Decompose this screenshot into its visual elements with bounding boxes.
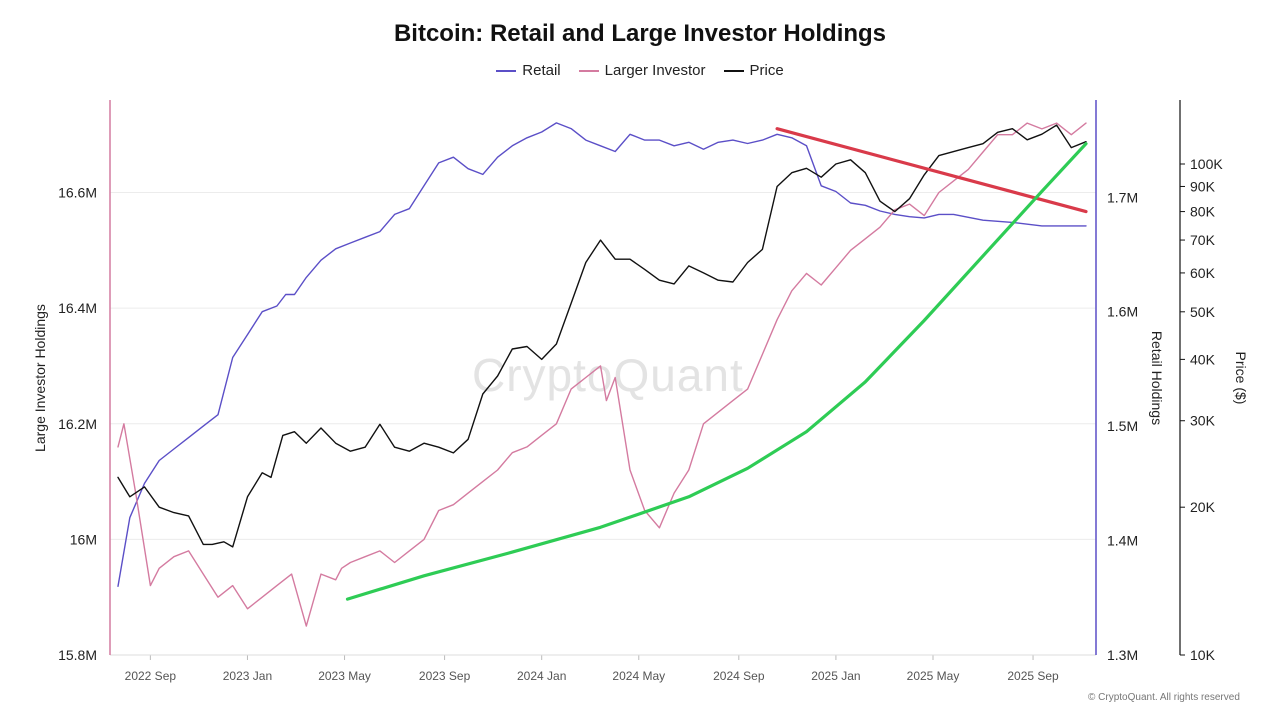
- y-right2-tick-label: 20K: [1190, 499, 1216, 515]
- y-right2-tick-label: 30K: [1190, 413, 1216, 429]
- y-right2-tick-label: 90K: [1190, 178, 1216, 194]
- y-right2-tick-label: 10K: [1190, 647, 1216, 663]
- y-right2-tick-label: 40K: [1190, 351, 1216, 367]
- copyright: © CryptoQuant. All rights reserved: [1088, 692, 1240, 703]
- y-left-axis-title: Large Investor Holdings: [32, 304, 48, 452]
- trend-line-4: [345, 142, 1088, 601]
- x-tick-label: 2024 Sep: [713, 669, 765, 683]
- y-right2-tick-label: 100K: [1190, 156, 1223, 172]
- x-tick-label: 2024 May: [612, 669, 665, 683]
- y-left-tick-label: 16.2M: [58, 416, 97, 432]
- legend-label-price: Price: [749, 62, 784, 79]
- legend-label-retail: Retail: [522, 62, 561, 79]
- series-line-retail: [117, 122, 1087, 587]
- x-tick-label: 2025 Jan: [811, 669, 860, 683]
- y-right1-tick-label: 1.3M: [1107, 647, 1138, 663]
- y-left-tick-label: 16.6M: [58, 185, 97, 201]
- series-line-price: [117, 124, 1087, 548]
- legend-item-price[interactable]: Price: [723, 62, 784, 79]
- y-right1-tick-label: 1.4M: [1107, 533, 1138, 549]
- legend-swatch-larger-investor: [578, 69, 599, 72]
- legend: Retail Larger Investor Price: [0, 62, 1280, 79]
- x-tick-label: 2023 May: [318, 669, 371, 683]
- chart-title: Bitcoin: Retail and Large Investor Holdi…: [393, 20, 887, 47]
- y-left-tick-label: 16M: [70, 531, 97, 547]
- legend-item-larger-investor[interactable]: Larger Investor: [578, 62, 706, 79]
- y-right2-tick-label: 80K: [1190, 204, 1216, 220]
- x-tick-label: 2025 May: [907, 669, 960, 683]
- legend-label-larger-investor: Larger Investor: [604, 62, 706, 79]
- legend-swatch-retail: [496, 69, 517, 72]
- x-tick-label: 2024 Jan: [517, 669, 566, 683]
- y-right2-tick-label: 60K: [1190, 265, 1216, 281]
- y-left-tick-label: 15.8M: [58, 647, 97, 663]
- x-tick-label: 2022 Sep: [125, 669, 177, 683]
- y-left-tick-label: 16.4M: [58, 300, 97, 316]
- x-tick-label: 2025 Sep: [1007, 669, 1059, 683]
- y-right1-tick-label: 1.7M: [1107, 189, 1138, 205]
- y-right2-tick-label: 50K: [1190, 304, 1216, 320]
- y-right1-tick-label: 1.6M: [1107, 304, 1138, 320]
- legend-item-retail[interactable]: Retail: [496, 62, 561, 79]
- legend-swatch-price: [723, 69, 744, 72]
- watermark: CryptoQuant: [472, 349, 744, 401]
- trend-line-3: [775, 127, 1088, 214]
- x-tick-label: 2023 Jan: [223, 669, 272, 683]
- y-right1-tick-label: 1.5M: [1107, 418, 1138, 434]
- series-line-larger-investor: [117, 122, 1087, 627]
- y-right2-tick-label: 70K: [1190, 232, 1216, 248]
- y-right2-axis-title: Price ($): [1233, 352, 1249, 405]
- x-tick-label: 2023 Sep: [419, 669, 471, 683]
- y-right1-axis-title: Retail Holdings: [1149, 331, 1165, 425]
